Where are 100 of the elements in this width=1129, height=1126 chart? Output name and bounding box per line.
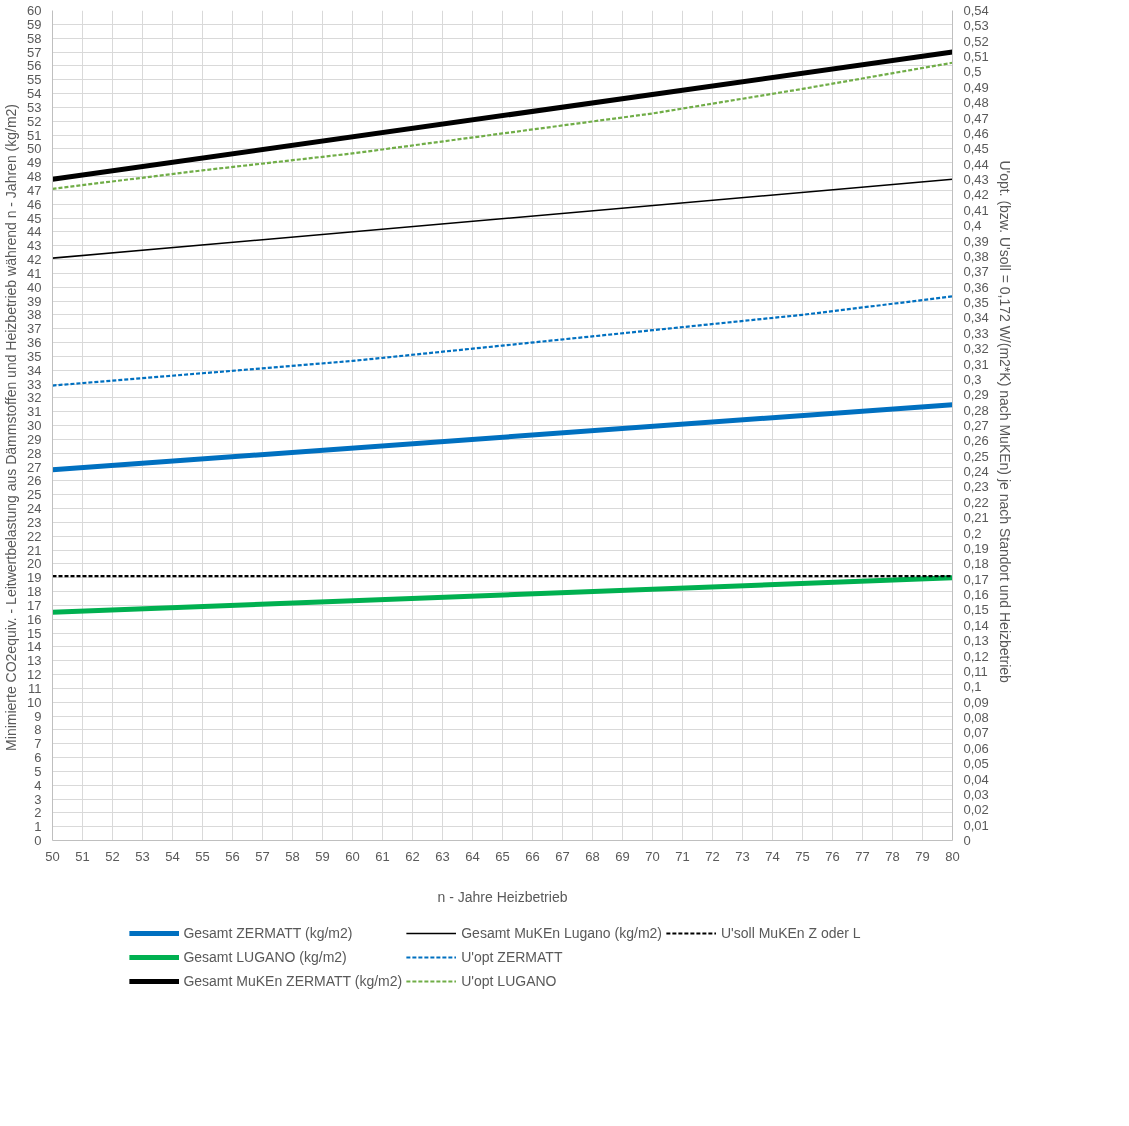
y2-tick-label: 0,06 <box>963 740 989 756</box>
y-tick-label: 0 <box>34 833 42 848</box>
x-tick-label: 52 <box>105 848 120 864</box>
y2-tick-label: 0,43 <box>963 172 989 188</box>
x-tick-label: 69 <box>615 848 630 864</box>
y-tick-label: 16 <box>27 611 42 627</box>
y-tick-label: 44 <box>27 224 42 240</box>
y-tick-label: 43 <box>27 238 42 254</box>
x-tick-label: 54 <box>165 848 180 864</box>
x-tick-label: 71 <box>675 848 690 864</box>
y-tick-label: 54 <box>27 86 42 101</box>
y-tick-label: 8 <box>34 722 42 738</box>
y-tick-label: 39 <box>27 293 42 309</box>
y2-tick-label: 0,19 <box>963 540 989 556</box>
y-tick-label: 2 <box>34 805 42 821</box>
y-tick-label: 7 <box>34 736 42 752</box>
y-tick-label: 47 <box>27 182 42 198</box>
y2-tick-label: 0,11 <box>963 663 988 679</box>
y-tick-label: 50 <box>27 141 42 157</box>
y-tick-label: 37 <box>27 321 42 337</box>
y2-tick-label: 0,28 <box>963 402 989 418</box>
x-tick-label: 72 <box>705 848 720 864</box>
x-tick-label: 68 <box>585 848 600 864</box>
y-tick-label: 1 <box>34 819 42 835</box>
y2-tick-label: 0,01 <box>963 817 989 833</box>
y-tick-label: 41 <box>27 265 42 281</box>
x-tick-label: 53 <box>135 848 150 864</box>
legend-label: Gesamt ZERMATT (kg/m2) <box>183 925 353 941</box>
y-tick-label: 4 <box>34 777 42 793</box>
y-tick-label: 23 <box>27 514 42 530</box>
y-tick-label: 40 <box>27 279 42 295</box>
y2-tick-label: 0,13 <box>963 633 989 649</box>
y2-tick-label: 0,36 <box>963 279 989 295</box>
y2-tick-label: 0,15 <box>963 602 989 618</box>
y2-tick-label: 0,54 <box>963 3 989 18</box>
x-tick-label: 75 <box>795 848 810 864</box>
y2-tick-label: 0,35 <box>963 295 989 311</box>
y2-tick-label: 0,1 <box>963 679 982 695</box>
y-tick-label: 59 <box>27 16 42 32</box>
y-tick-label: 17 <box>27 597 42 613</box>
y2-tick-label: 0,38 <box>963 248 989 264</box>
x-tick-label: 57 <box>255 848 270 864</box>
y2-tick-label: 0,3 <box>963 371 982 387</box>
y-tick-label: 56 <box>27 58 42 74</box>
x-tick-label: 61 <box>375 848 390 864</box>
y2-tick-label: 0,04 <box>963 771 989 787</box>
y-tick-label: 25 <box>27 487 42 503</box>
y-tick-label: 19 <box>27 570 42 586</box>
y-tick-label: 29 <box>27 431 42 447</box>
y-tick-label: 60 <box>27 3 42 18</box>
legend-label: U'opt LUGANO <box>461 973 557 989</box>
y2-tick-label: 0,4 <box>963 218 982 234</box>
y-tick-label: 5 <box>34 763 42 779</box>
y2-tick-label: 0,39 <box>963 233 989 249</box>
y2-tick-label: 0,31 <box>963 356 989 372</box>
y-tick-label: 20 <box>27 556 42 572</box>
y-tick-label: 15 <box>27 625 42 641</box>
x-tick-label: 50 <box>45 848 60 864</box>
y2-tick-label: 0,27 <box>963 418 989 433</box>
y-tick-label: 27 <box>27 459 42 475</box>
y2-tick-label: 0,14 <box>963 617 989 633</box>
y2-tick-label: 0,05 <box>963 756 989 772</box>
y2-tick-label: 0 <box>963 833 971 848</box>
y2-tick-label: 0,09 <box>963 694 989 710</box>
y-tick-label: 48 <box>27 169 42 184</box>
y2-tick-label: 0,22 <box>963 494 989 510</box>
legend-label: Gesamt LUGANO (kg/m2) <box>183 949 347 965</box>
x-tick-label: 79 <box>915 848 930 864</box>
y2-tick-label: 0,33 <box>963 325 989 341</box>
x-tick-label: 60 <box>345 848 360 864</box>
y-tick-label: 6 <box>34 750 42 765</box>
x-tick-label: 55 <box>195 848 210 864</box>
y2-tick-label: 0,21 <box>963 510 989 526</box>
y2-axis-title: U'opt. (bzw. U'soll = 0,172 W/(m2*K) nach MuKEn) je nach Standort und Heizbetrieb <box>996 160 1013 684</box>
x-tick-label: 62 <box>405 848 420 864</box>
y2-tick-label: 0,24 <box>963 464 989 480</box>
y2-tick-label: 0,08 <box>963 710 989 726</box>
y2-tick-label: 0,44 <box>963 156 989 172</box>
x-tick-label: 67 <box>555 848 570 864</box>
y-tick-label: 36 <box>27 335 42 350</box>
x-tick-label: 73 <box>735 848 750 864</box>
y2-tick-label: 0,2 <box>963 525 982 541</box>
x-tick-label: 59 <box>315 848 330 864</box>
x-tick-label: 76 <box>825 848 840 864</box>
y2-tick-label: 0,07 <box>963 725 989 741</box>
y2-tick-label: 0,48 <box>963 95 989 111</box>
y2-tick-label: 0,02 <box>963 802 989 818</box>
y2-tick-label: 0,16 <box>963 587 989 603</box>
y2-tick-label: 0,52 <box>963 33 989 49</box>
y-tick-label: 18 <box>27 584 42 599</box>
y-tick-label: 34 <box>27 362 42 378</box>
y2-tick-label: 0,49 <box>963 79 989 95</box>
line-series <box>52 295 953 387</box>
x-tick-label: 56 <box>225 848 240 864</box>
y2-tick-label: 0,17 <box>963 571 989 587</box>
y2-tick-label: 0,42 <box>963 187 989 203</box>
y2-tick-label: 0,46 <box>963 125 989 141</box>
y-tick-label: 33 <box>27 376 42 392</box>
y-tick-label: 58 <box>27 30 42 46</box>
y2-tick-label: 0,45 <box>963 141 989 157</box>
